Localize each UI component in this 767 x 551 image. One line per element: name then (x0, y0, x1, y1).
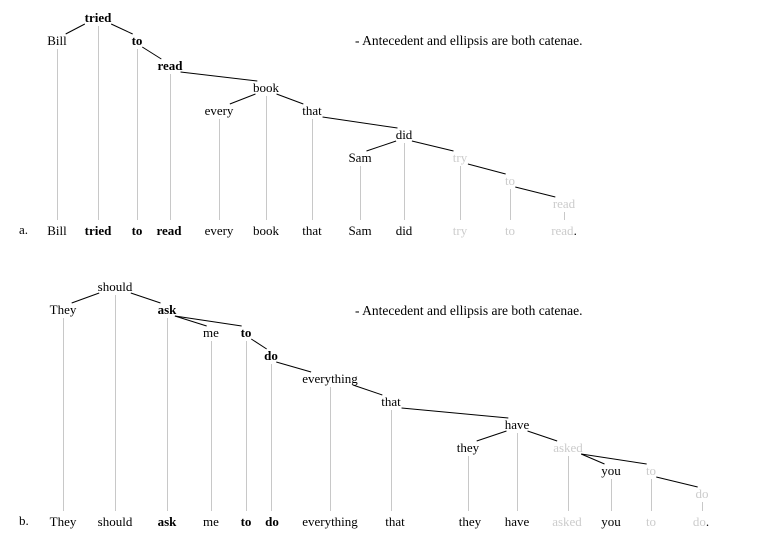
sentence-word: book (253, 223, 279, 238)
dependency-edge (366, 140, 397, 152)
tree-node-word: to (131, 33, 143, 48)
tree-node-word: everything (302, 371, 358, 386)
dependency-edge (110, 23, 133, 35)
tree-node-word: me (203, 325, 219, 340)
sentence-period: . (573, 223, 577, 238)
sentence-word: Bill (47, 223, 67, 238)
dependency-edge (527, 430, 558, 442)
dependency-edge (142, 46, 162, 60)
sentence-word: read (156, 223, 182, 238)
sentence-word: every (204, 223, 234, 238)
dependency-edge (581, 453, 647, 465)
sentence-word: that (385, 514, 405, 529)
example-label-b: b. (19, 513, 29, 528)
sentence-word: tried (84, 223, 112, 238)
tree-node-word: read (552, 196, 576, 211)
sentence-word: to (645, 514, 657, 529)
tree-node-word: that (381, 394, 401, 409)
note-a: - Antecedent and ellipsis are both caten… (355, 33, 583, 48)
note-b: - Antecedent and ellipsis are both caten… (355, 303, 583, 318)
tree-node-word: tried (84, 10, 112, 25)
dependency-edge (65, 23, 86, 35)
tree-node-word: every (204, 103, 234, 118)
dependency-edge (322, 116, 398, 129)
dependency-edge (174, 315, 207, 327)
tree-node-word: book (253, 80, 279, 95)
tree-node-word: did (395, 127, 413, 142)
dependency-edge (515, 186, 556, 198)
sentence-word: to (131, 223, 143, 238)
dependency-edge (352, 384, 383, 396)
dependency-edge (250, 338, 267, 350)
tree-node-word: asked (553, 440, 583, 455)
sentence-word: did (395, 223, 413, 238)
example-label-a: a. (19, 222, 29, 237)
tree-node-word: do (264, 348, 278, 363)
sentence-word: do. (692, 514, 710, 529)
sentence-word: should (97, 514, 133, 529)
sentence-word: to (504, 223, 516, 238)
dependency-edge (411, 140, 454, 152)
sentence-period: . (705, 514, 710, 529)
sentence-word: to (240, 514, 252, 529)
tree-node-word: they (456, 440, 480, 455)
tree-node-word: try (452, 150, 468, 165)
dependency-edge (174, 315, 242, 327)
dependency-edge (580, 453, 605, 465)
dependency-edge (276, 93, 304, 105)
sentence-word: ask (157, 514, 177, 529)
tree-node-word: that (302, 103, 322, 118)
sentence-word: me (203, 514, 219, 529)
sentence-word: you (601, 514, 621, 529)
tree-node-word: to (240, 325, 252, 340)
sentence-word: everything (302, 514, 358, 529)
dependency-edge (401, 407, 509, 419)
sentence-word: that (302, 223, 322, 238)
sentence-word: do (265, 514, 279, 529)
dependency-edge (476, 430, 507, 442)
tree-node-word: have (504, 417, 530, 432)
sentence-word: asked (552, 514, 582, 529)
tree-node-word: Bill (47, 33, 67, 48)
sentence-word: They (49, 514, 77, 529)
tree-node-word: you (601, 463, 621, 478)
sentence-word: try (452, 223, 468, 238)
sentence-word: have (504, 514, 530, 529)
dependency-edge (71, 292, 100, 304)
dependency-edge (276, 361, 312, 373)
dependency-edge (229, 93, 256, 105)
tree-node-word: to (645, 463, 657, 478)
dependency-edge (656, 476, 698, 488)
dependency-edge (180, 71, 258, 82)
tree-node-word: They (49, 302, 77, 317)
tree-node-word: to (504, 173, 516, 188)
sentence-word: they (458, 514, 482, 529)
tree-node-word: do (695, 486, 709, 501)
tree-node-word: Sam (348, 150, 372, 165)
sentence-word: read. (551, 223, 577, 238)
tree-node-word: read (157, 58, 183, 73)
dependency-edge (130, 292, 161, 304)
dependency-edge (467, 163, 506, 175)
tree-node-word: ask (157, 302, 177, 317)
tree-node-word: should (97, 279, 133, 294)
sentence-word: Sam (348, 223, 372, 238)
